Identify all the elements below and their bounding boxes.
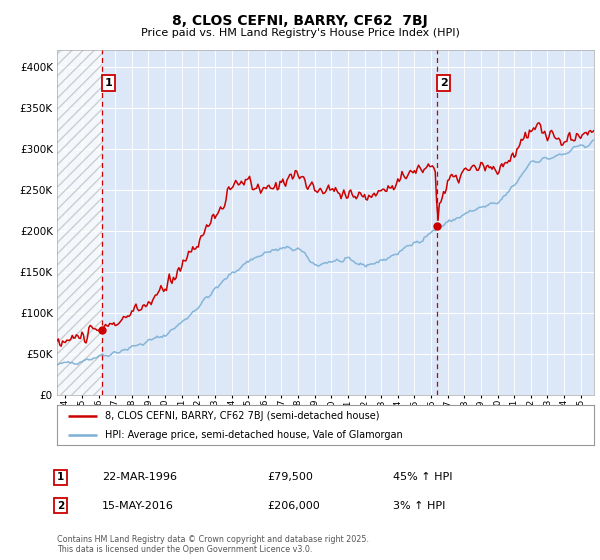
Text: 15-MAY-2016: 15-MAY-2016 [102, 501, 174, 511]
Text: 8, CLOS CEFNI, BARRY, CF62 7BJ (semi-detached house): 8, CLOS CEFNI, BARRY, CF62 7BJ (semi-det… [106, 411, 380, 421]
Text: £206,000: £206,000 [267, 501, 320, 511]
Text: 8, CLOS CEFNI, BARRY, CF62  7BJ: 8, CLOS CEFNI, BARRY, CF62 7BJ [172, 14, 428, 28]
Text: Contains HM Land Registry data © Crown copyright and database right 2025.
This d: Contains HM Land Registry data © Crown c… [57, 535, 369, 554]
Text: 45% ↑ HPI: 45% ↑ HPI [393, 472, 452, 482]
Text: £79,500: £79,500 [267, 472, 313, 482]
Text: 1: 1 [105, 78, 112, 88]
Text: 1: 1 [57, 472, 64, 482]
Text: 2: 2 [440, 78, 448, 88]
Text: Price paid vs. HM Land Registry's House Price Index (HPI): Price paid vs. HM Land Registry's House … [140, 28, 460, 38]
Text: 3% ↑ HPI: 3% ↑ HPI [393, 501, 445, 511]
Text: HPI: Average price, semi-detached house, Vale of Glamorgan: HPI: Average price, semi-detached house,… [106, 430, 403, 440]
Text: 2: 2 [57, 501, 64, 511]
Bar [57, 50, 102, 395]
Text: 22-MAR-1996: 22-MAR-1996 [102, 472, 177, 482]
